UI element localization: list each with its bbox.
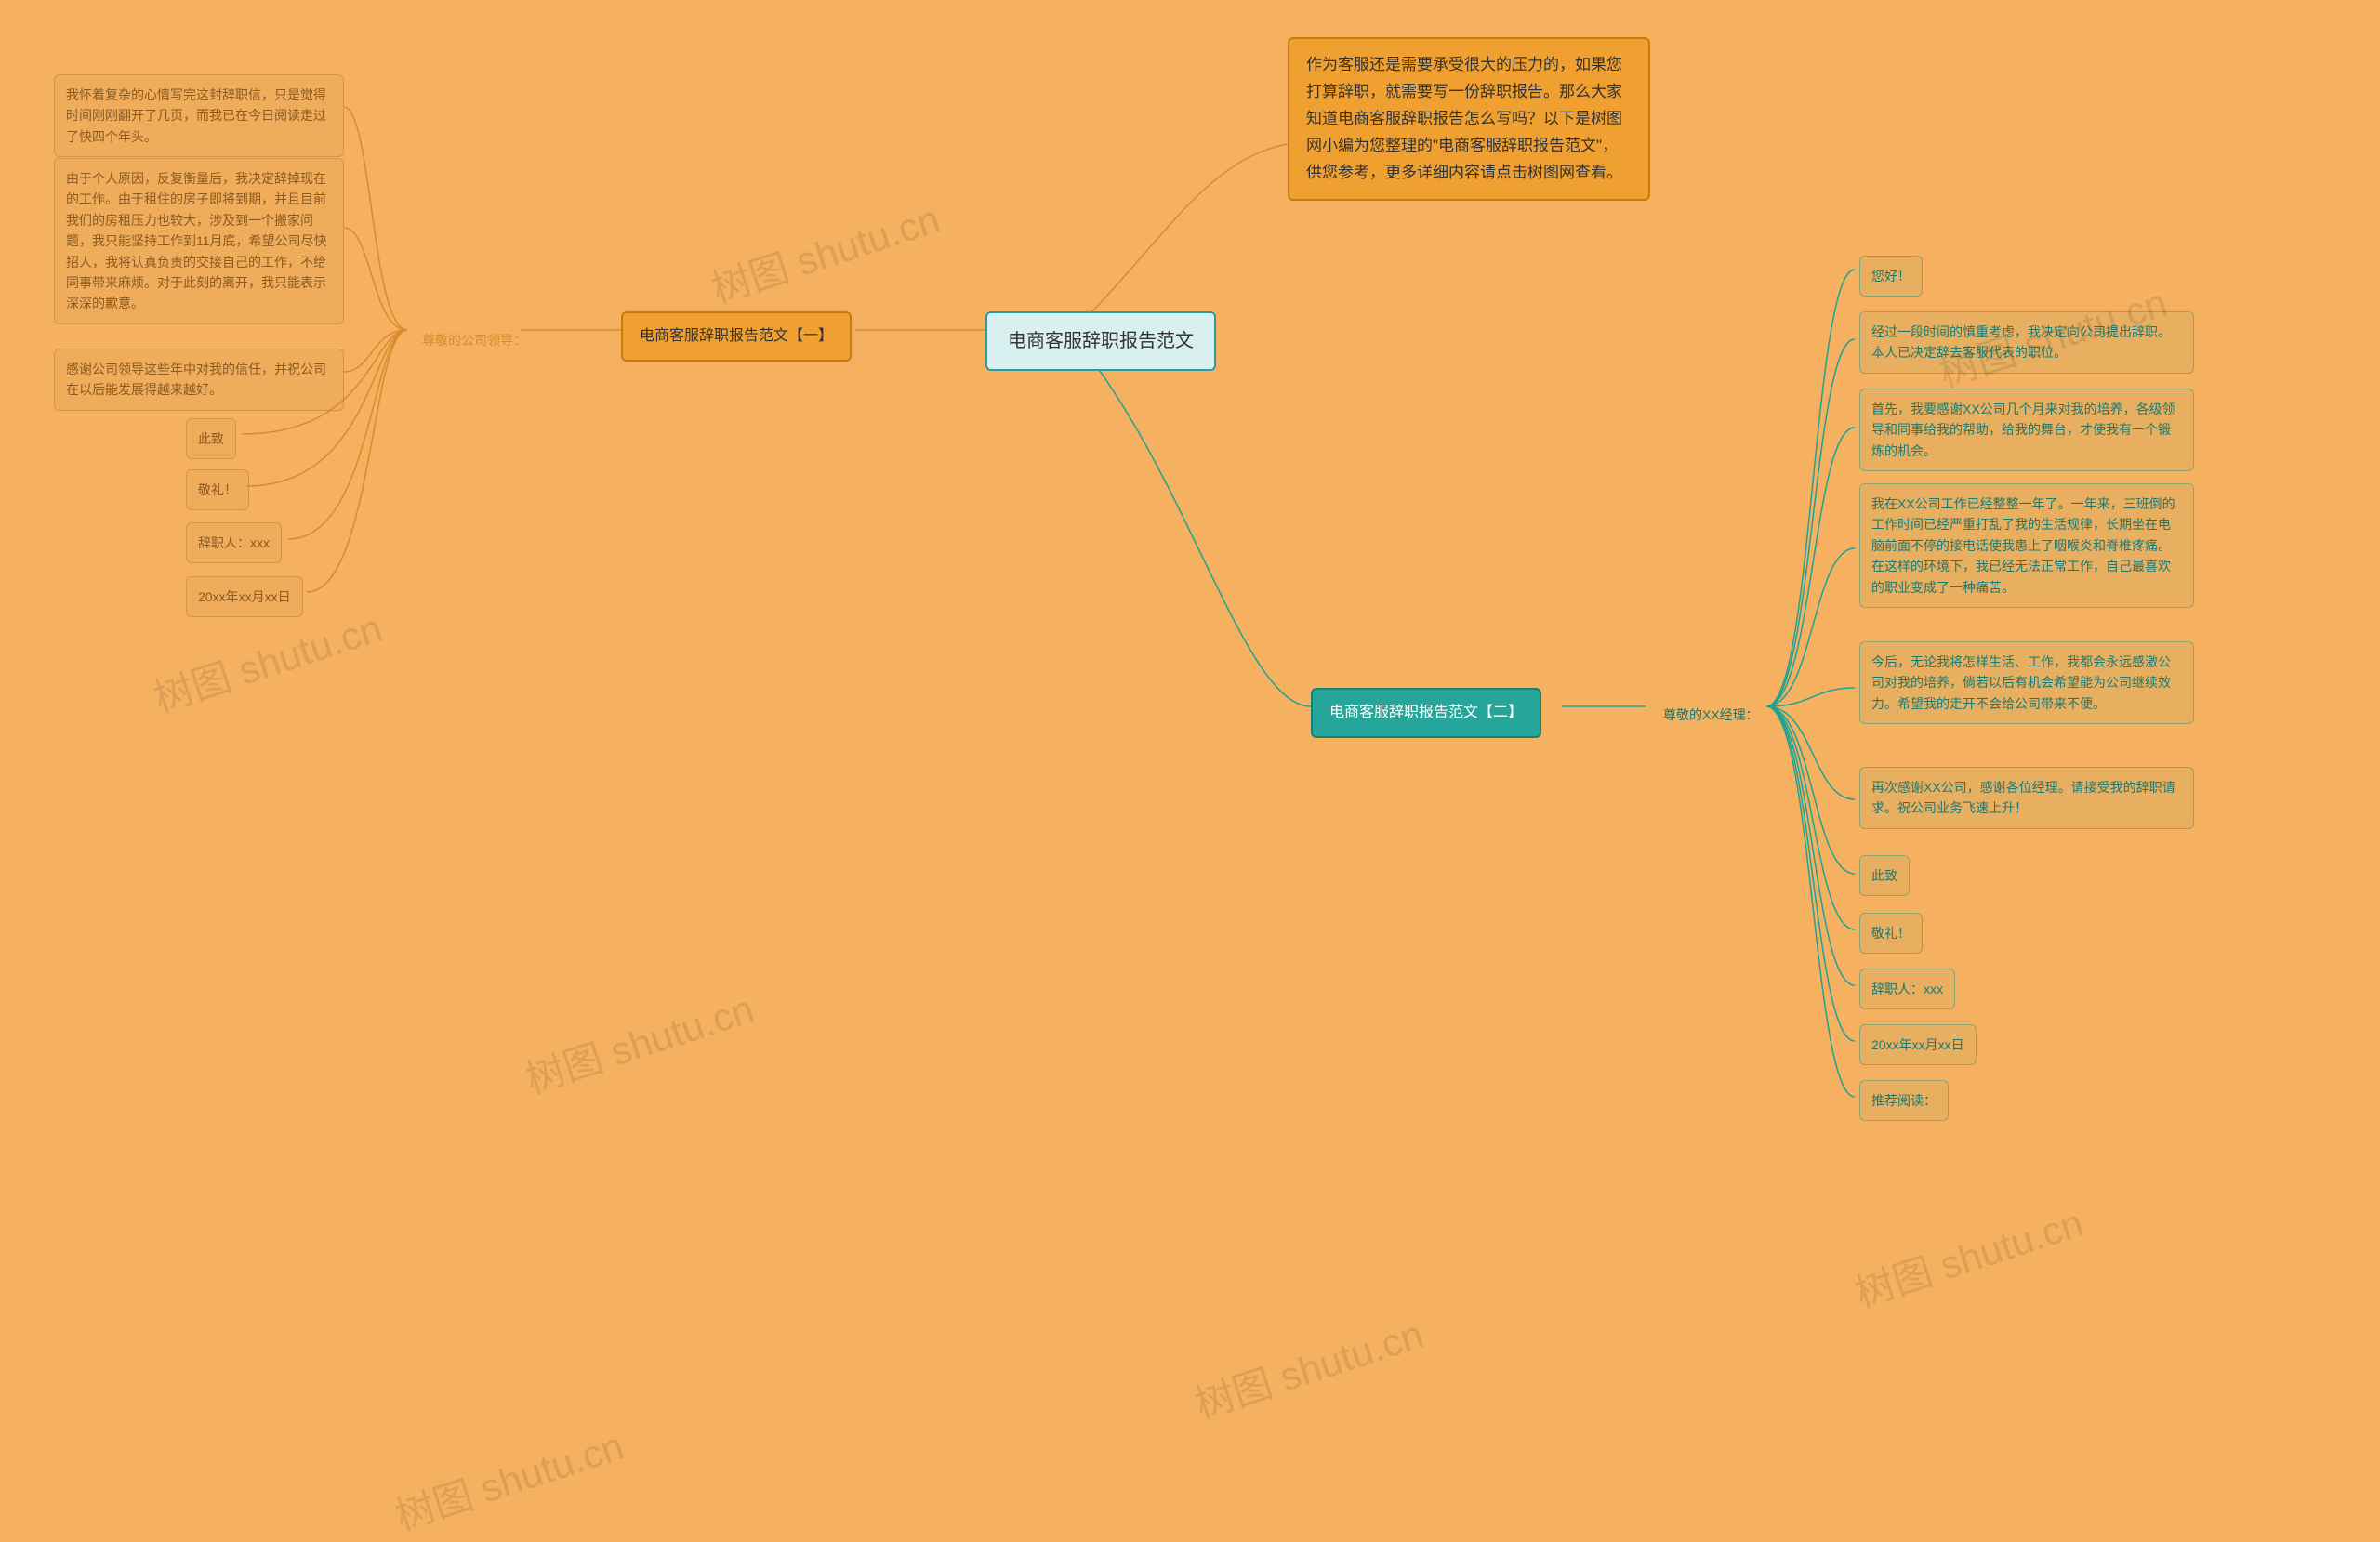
sample1-para-1[interactable]: 我怀着复杂的心情写完这封辞职信，只是觉得时间刚刚翻开了几页，而我已在今日阅读走过… bbox=[54, 74, 344, 157]
sample1-para-4[interactable]: 此致 bbox=[186, 418, 236, 459]
sample2-salutation[interactable]: 尊敬的XX经理： bbox=[1650, 695, 1772, 734]
connector-lines bbox=[0, 0, 2380, 1529]
sample2-para-3[interactable]: 首先，我要感谢XX公司几个月来对我的培养，各级领导和同事给我的帮助，给我的舞台，… bbox=[1859, 389, 2194, 471]
sample1-branch[interactable]: 电商客服辞职报告范文【一】 bbox=[621, 311, 852, 362]
sample2-para-4[interactable]: 我在XX公司工作已经整整一年了。一年来，三班倒的工作时间已经严重打乱了我的生活规… bbox=[1859, 483, 2194, 608]
sample2-para-9[interactable]: 辞职人：xxx bbox=[1859, 969, 1955, 1009]
watermark: 树图 shutu.cn bbox=[1187, 1303, 1430, 1430]
sample2-para-11[interactable]: 推荐阅读： bbox=[1859, 1080, 1949, 1121]
watermark: 树图 shutu.cn bbox=[518, 978, 760, 1105]
sample2-para-8[interactable]: 敬礼！ bbox=[1859, 913, 1923, 954]
sample2-para-1[interactable]: 您好！ bbox=[1859, 256, 1923, 297]
sample2-para-10[interactable]: 20xx年xx月xx日 bbox=[1859, 1024, 1977, 1065]
watermark: 树图 shutu.cn bbox=[1847, 1192, 2090, 1319]
sample1-para-3[interactable]: 感谢公司领导这些年中对我的信任，并祝公司在以后能发展得越来越好。 bbox=[54, 349, 344, 411]
sample1-para-5[interactable]: 敬礼！ bbox=[186, 469, 249, 510]
watermark: 树图 shutu.cn bbox=[704, 188, 946, 315]
sample1-para-7[interactable]: 20xx年xx月xx日 bbox=[186, 576, 303, 617]
intro-box[interactable]: 作为客服还是需要承受很大的压力的，如果您打算辞职，就需要写一份辞职报告。那么大家… bbox=[1288, 37, 1650, 201]
sample2-branch[interactable]: 电商客服辞职报告范文【二】 bbox=[1311, 688, 1541, 738]
sample1-salutation[interactable]: 尊敬的公司领导： bbox=[409, 321, 539, 360]
sample1-para-6[interactable]: 辞职人：xxx bbox=[186, 522, 282, 563]
watermark: 树图 shutu.cn bbox=[388, 1415, 630, 1542]
sample2-para-7[interactable]: 此致 bbox=[1859, 855, 1910, 896]
sample2-para-6[interactable]: 再次感谢XX公司，感谢各位经理。请接受我的辞职请求。祝公司业务飞速上升！ bbox=[1859, 767, 2194, 829]
sample2-para-5[interactable]: 今后，无论我将怎样生活、工作，我都会永远感激公司对我的培养，倘若以后有机会希望能… bbox=[1859, 641, 2194, 724]
root-node[interactable]: 电商客服辞职报告范文 bbox=[985, 311, 1216, 371]
sample2-para-2[interactable]: 经过一段时间的慎重考虑，我决定向公司提出辞职。本人已决定辞去客服代表的职位。 bbox=[1859, 311, 2194, 374]
sample1-para-2[interactable]: 由于个人原因，反复衡量后，我决定辞掉现在的工作。由于租住的房子即将到期，并且目前… bbox=[54, 158, 344, 324]
